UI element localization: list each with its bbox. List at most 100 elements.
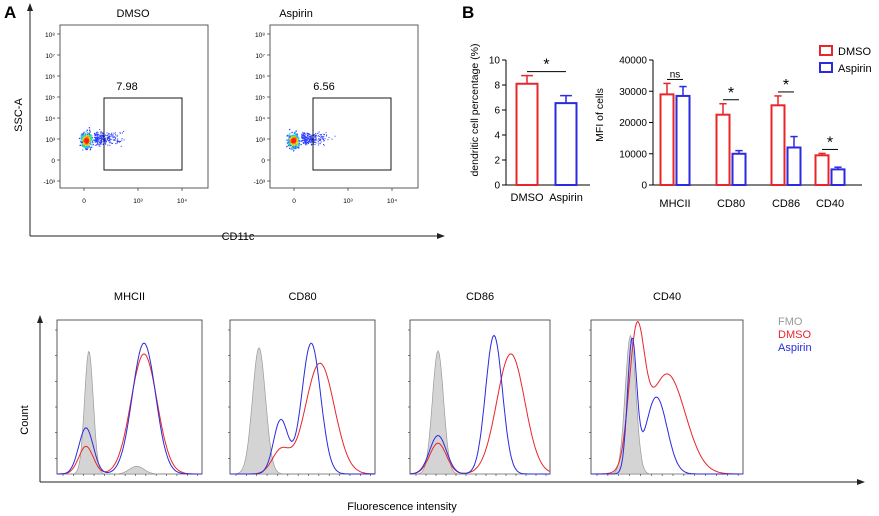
event-dot bbox=[287, 140, 289, 142]
event-dot bbox=[304, 139, 306, 141]
event-dot bbox=[121, 138, 123, 140]
event-dot bbox=[105, 140, 107, 142]
event-dot bbox=[84, 146, 86, 148]
event-dot bbox=[297, 142, 299, 145]
hist-xlabel: Fluorescence intensity bbox=[347, 501, 457, 513]
event-dot bbox=[304, 135, 305, 137]
event-dot bbox=[293, 149, 295, 151]
bar-aspirin-cd40 bbox=[830, 168, 846, 186]
bar-dmso-cd86 bbox=[770, 104, 786, 186]
event-dot bbox=[320, 134, 322, 135]
event-dot bbox=[295, 130, 297, 132]
event-dot bbox=[95, 141, 96, 143]
event-dot bbox=[313, 139, 315, 141]
event-dot bbox=[300, 143, 302, 146]
event-dot bbox=[85, 140, 87, 142]
event-dot bbox=[290, 142, 292, 144]
flow-ylabel: SSC-A bbox=[13, 98, 25, 132]
event-dot bbox=[84, 145, 86, 148]
event-dot bbox=[86, 146, 88, 148]
event-dot bbox=[79, 144, 81, 147]
event-dot bbox=[293, 144, 295, 146]
event-dot bbox=[85, 139, 87, 141]
event-dot bbox=[295, 147, 298, 149]
event-dot bbox=[90, 137, 92, 140]
event-dot bbox=[89, 143, 91, 146]
event-dot bbox=[101, 131, 102, 133]
event-dot bbox=[116, 135, 118, 137]
event-dot bbox=[83, 139, 85, 141]
flow-x-arrowhead bbox=[437, 233, 445, 239]
event-dot bbox=[323, 135, 325, 137]
event-dot bbox=[311, 138, 313, 140]
event-dot bbox=[83, 135, 85, 137]
event-dot bbox=[288, 143, 290, 145]
event-dot bbox=[306, 143, 308, 145]
event-dot bbox=[81, 142, 83, 144]
y-tick-label: 0 bbox=[494, 181, 500, 192]
chart1-ylabel: dendritic cell percentage (%) bbox=[469, 43, 481, 176]
event-dot bbox=[301, 135, 303, 137]
event-dot bbox=[99, 135, 101, 137]
gate-value: 7.98 bbox=[116, 81, 137, 93]
event-dot bbox=[99, 143, 101, 145]
event-dot bbox=[320, 135, 322, 137]
event-dot bbox=[303, 132, 305, 134]
event-dot bbox=[319, 134, 321, 135]
event-dot bbox=[323, 139, 324, 141]
event-dot bbox=[90, 146, 93, 148]
event-dot bbox=[327, 139, 329, 141]
flow-y-tick-label: -10³ bbox=[253, 179, 265, 186]
event-dot bbox=[311, 141, 313, 143]
event-dot bbox=[106, 137, 108, 139]
event-dot bbox=[112, 136, 114, 138]
aspirin-curve bbox=[57, 342, 202, 475]
event-dot bbox=[320, 136, 322, 138]
event-dot bbox=[119, 132, 121, 134]
dc-percentage-chart: dendritic cell percentage (%) 0 2 4 6 8 10 DMS… bbox=[469, 43, 590, 204]
event-dot bbox=[298, 144, 300, 147]
significance-label: * bbox=[728, 85, 734, 102]
event-dot bbox=[295, 135, 297, 138]
event-dot bbox=[305, 144, 307, 146]
event-dot bbox=[320, 141, 322, 143]
fmo-curve bbox=[230, 346, 375, 475]
bar-dmso-mhcii bbox=[659, 93, 675, 186]
event-dot bbox=[308, 139, 310, 141]
event-dot bbox=[296, 137, 298, 139]
flow-y-tick-label: 10⁶ bbox=[45, 74, 55, 81]
event-dot bbox=[111, 134, 113, 136]
y-tick-label: 6 bbox=[494, 106, 500, 117]
event-dot bbox=[100, 132, 102, 134]
event-dot bbox=[109, 136, 111, 138]
event-dot bbox=[98, 141, 100, 143]
event-dot bbox=[111, 132, 113, 134]
event-dot bbox=[99, 136, 101, 138]
y-tick-label: 2 bbox=[494, 156, 500, 167]
event-dot bbox=[301, 141, 303, 143]
event-dot bbox=[294, 131, 296, 133]
event-dot bbox=[89, 138, 92, 140]
event-dot bbox=[110, 142, 112, 144]
event-dot bbox=[307, 133, 309, 135]
event-dot bbox=[107, 135, 109, 137]
event-dot bbox=[319, 142, 321, 144]
event-dot bbox=[112, 134, 113, 136]
event-dot bbox=[302, 138, 304, 139]
event-dot bbox=[95, 132, 97, 134]
fmo-curve bbox=[591, 334, 743, 475]
event-dot bbox=[85, 148, 87, 151]
event-dot bbox=[102, 132, 104, 134]
event-dot bbox=[321, 135, 323, 137]
event-dot bbox=[82, 139, 84, 141]
event-dot bbox=[107, 144, 109, 146]
event-dot bbox=[109, 135, 111, 137]
event-dot bbox=[294, 134, 297, 137]
event-dot bbox=[315, 142, 317, 144]
event-dot bbox=[96, 133, 98, 135]
y-tick-label: 4 bbox=[494, 131, 500, 142]
event-dot bbox=[90, 144, 92, 146]
event-dot bbox=[331, 138, 333, 140]
event-dot bbox=[291, 146, 293, 149]
